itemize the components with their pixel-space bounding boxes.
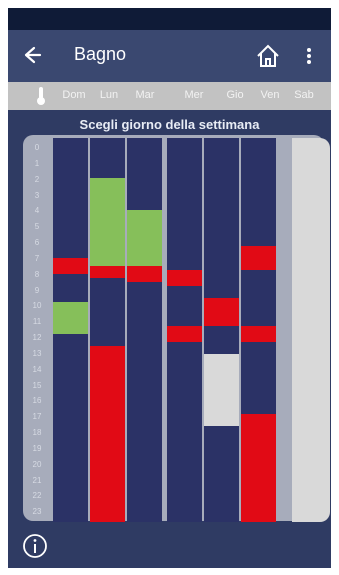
hour-label: 15 xyxy=(32,380,42,390)
day-tab-mer[interactable]: Mer xyxy=(184,89,204,101)
hour-label: 7 xyxy=(34,253,40,263)
hour-label: 11 xyxy=(32,317,42,327)
hour-label: 21 xyxy=(32,475,42,485)
day-column-ven[interactable] xyxy=(241,138,276,522)
hour-label: 10 xyxy=(32,301,42,311)
schedule-block-heat[interactable] xyxy=(204,298,239,326)
choose-day-hint: Scegli giorno della settimana xyxy=(79,117,260,132)
day-column-sab[interactable] xyxy=(292,138,330,522)
back-arrow-icon[interactable] xyxy=(20,42,42,68)
schedule-block-heat[interactable] xyxy=(53,258,88,274)
app-bar: Bagno xyxy=(8,30,331,82)
hour-label: 2 xyxy=(34,174,40,184)
bottom-bar xyxy=(8,524,331,568)
schedule-block-heat[interactable] xyxy=(127,266,162,282)
hour-label: 5 xyxy=(34,222,40,232)
info-icon[interactable] xyxy=(22,533,48,559)
day-column-mer[interactable] xyxy=(167,138,202,522)
schedule-block-comfort[interactable] xyxy=(53,302,88,334)
day-tab-sab[interactable]: Sab xyxy=(294,89,314,101)
day-column-lun[interactable] xyxy=(90,138,125,522)
schedule-block-heat[interactable] xyxy=(90,346,125,522)
schedule-block-heat[interactable] xyxy=(90,266,125,278)
weekly-schedule-grid xyxy=(53,138,278,522)
hour-label: 6 xyxy=(34,238,40,247)
hour-label: 22 xyxy=(32,491,42,501)
day-tab-ven[interactable]: Ven xyxy=(260,89,280,101)
status-bar xyxy=(8,8,331,30)
more-options-icon[interactable] xyxy=(303,44,315,68)
day-tab-dom[interactable]: Dom xyxy=(62,89,86,101)
app-screen: Bagno Dom Lun Mar Mer Gio Ven Sab xyxy=(8,8,331,568)
days-header: Dom Lun Mar Mer Gio Ven Sab xyxy=(8,82,331,110)
hour-label: 3 xyxy=(34,190,40,200)
day-column-mar[interactable] xyxy=(127,138,162,522)
schedule-block-heat[interactable] xyxy=(167,326,202,342)
hour-axis: 0 1 2 3 4 5 6 7 8 9 10 11 12 13 14 15 16 17 18 19 20 21 22 23 xyxy=(23,140,51,520)
hour-label: 13 xyxy=(32,348,42,358)
day-column-dom[interactable] xyxy=(53,138,88,522)
page-title: Bagno xyxy=(74,44,127,64)
schedule-block-heat[interactable] xyxy=(241,326,276,342)
hour-label: 1 xyxy=(34,158,40,168)
hour-label: 19 xyxy=(32,443,42,453)
schedule-block-off[interactable] xyxy=(204,354,239,426)
hour-label: 4 xyxy=(34,206,40,216)
hour-label: 16 xyxy=(32,396,42,406)
hour-label: 12 xyxy=(32,333,42,342)
schedule-block-heat[interactable] xyxy=(241,414,276,522)
schedule-block-heat[interactable] xyxy=(167,270,202,286)
hour-label: 17 xyxy=(32,412,42,422)
day-tab-mar[interactable]: Mar xyxy=(135,89,155,101)
thermometer-icon xyxy=(34,86,48,106)
hour-label: 18 xyxy=(32,428,42,437)
day-tab-lun[interactable]: Lun xyxy=(99,89,119,101)
hour-label: 20 xyxy=(32,459,42,469)
schedule-block-comfort[interactable] xyxy=(90,178,125,266)
day-column-gio[interactable] xyxy=(204,138,239,522)
hour-label: 8 xyxy=(34,269,40,279)
schedule-block-heat[interactable] xyxy=(241,246,276,270)
hour-label: 23 xyxy=(32,507,42,517)
home-icon[interactable] xyxy=(254,42,282,70)
hour-label: 9 xyxy=(34,285,40,295)
day-tab-gio[interactable]: Gio xyxy=(226,89,244,101)
hour-label: 0 xyxy=(34,143,40,152)
schedule-block-comfort[interactable] xyxy=(127,210,162,266)
hour-label: 14 xyxy=(32,364,42,374)
